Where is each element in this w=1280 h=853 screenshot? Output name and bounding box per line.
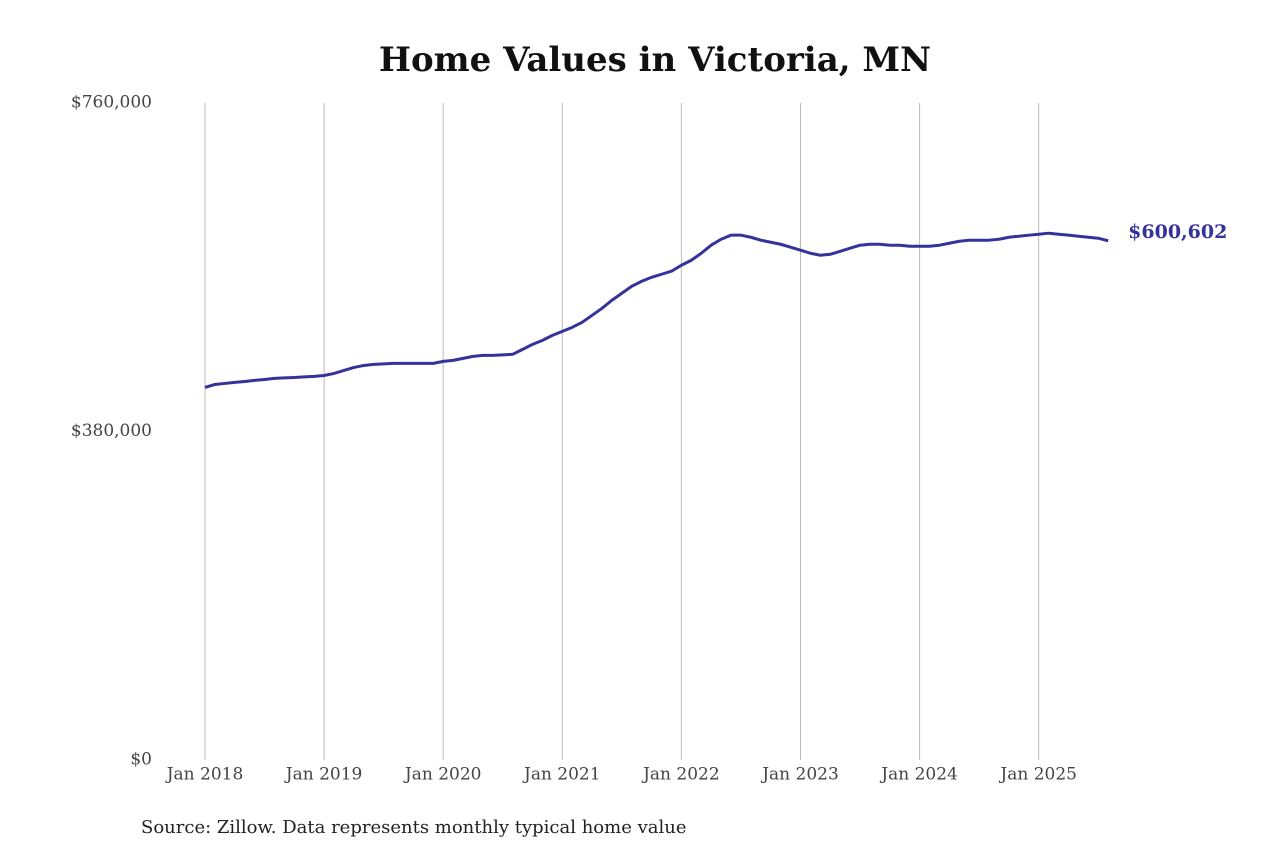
chart-title: Home Values in Victoria, MN xyxy=(379,40,931,80)
x-tick-label: Jan 2023 xyxy=(760,765,839,785)
y-tick-label: $0 xyxy=(130,750,152,770)
value-label: $600,602 xyxy=(1128,221,1227,243)
x-tick-label: Jan 2021 xyxy=(522,765,601,785)
x-tick-label: Jan 2020 xyxy=(403,765,482,785)
x-tick-label: Jan 2022 xyxy=(641,765,720,785)
y-tick-label: $380,000 xyxy=(71,421,152,441)
x-tick-label: Jan 2019 xyxy=(284,765,363,785)
x-tick-label: Jan 2024 xyxy=(879,765,958,785)
x-tick-label: Jan 2018 xyxy=(165,765,244,785)
y-tick-label: $760,000 xyxy=(71,93,152,113)
source-note: Source: Zillow. Data represents monthly … xyxy=(141,817,687,838)
line-series xyxy=(204,231,1109,389)
x-tick-label: Jan 2025 xyxy=(998,765,1077,785)
